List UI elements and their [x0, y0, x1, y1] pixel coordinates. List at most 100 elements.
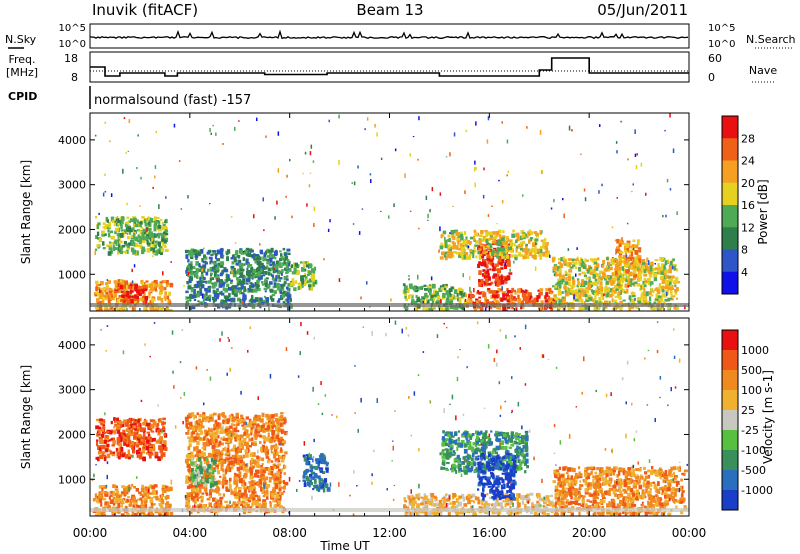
power-cell — [595, 293, 600, 296]
power-cell — [238, 278, 242, 283]
power-cell — [126, 221, 130, 224]
power-cell — [595, 263, 600, 269]
velocity-cell — [225, 437, 228, 442]
power-cell — [200, 275, 204, 280]
power-cell — [603, 290, 607, 293]
velocity-cell — [160, 454, 163, 460]
power-cell — [650, 287, 653, 293]
power-cell — [108, 221, 112, 227]
power-cell — [522, 255, 527, 259]
velocity-cell — [122, 487, 127, 492]
power-cell — [292, 281, 295, 286]
power-cell — [308, 284, 312, 288]
power-cell — [531, 247, 535, 253]
velocity-cell — [115, 447, 118, 452]
velocity-cell — [237, 455, 241, 458]
power-cell — [477, 263, 481, 268]
power-colorbar-tick: 12 — [741, 221, 755, 234]
velocity-cell — [202, 417, 204, 423]
velocity-cell — [216, 425, 219, 429]
power-cell — [609, 301, 611, 303]
power-cell — [643, 278, 646, 281]
power-cell — [127, 150, 130, 152]
velocity-cell — [214, 438, 218, 443]
velocity-cell — [244, 429, 249, 434]
power-cell — [107, 229, 110, 233]
velocity-cell — [258, 479, 262, 482]
power-cell — [584, 258, 587, 263]
power-cell — [118, 249, 122, 254]
power-cell — [263, 229, 265, 232]
power-cell — [588, 266, 593, 271]
power-cell — [266, 248, 270, 253]
power-cell — [508, 239, 513, 243]
power-cell — [215, 252, 218, 257]
velocity-cell — [241, 445, 244, 450]
power-cell — [285, 255, 289, 260]
power-cell — [597, 257, 600, 261]
power-cell — [634, 129, 636, 134]
velocity-cell — [248, 481, 253, 484]
velocity-cell — [284, 465, 287, 469]
power-cell — [212, 261, 215, 265]
power-cell — [462, 273, 464, 278]
power-cell — [491, 240, 496, 244]
velocity-cell — [129, 418, 132, 422]
velocity-cell — [250, 420, 254, 424]
power-cell — [676, 307, 680, 311]
power-cell — [501, 276, 504, 281]
power-cell — [469, 253, 472, 257]
power-cell — [670, 297, 673, 300]
velocity-cell — [209, 428, 213, 432]
power-cell — [161, 221, 165, 225]
power-cell — [204, 298, 208, 301]
velocity-cell — [221, 484, 225, 489]
power-cell — [127, 300, 131, 305]
power-cell — [143, 309, 147, 311]
velocity-cell — [272, 453, 277, 459]
power-ytick-label: 4000 — [58, 134, 86, 147]
power-cell — [286, 259, 290, 263]
velocity-cell — [187, 446, 191, 451]
freq-left-tick-top: 18 — [64, 52, 78, 65]
power-cell — [517, 298, 522, 304]
power-cell — [143, 291, 146, 297]
velocity-cell — [203, 415, 206, 420]
power-cell — [125, 249, 129, 254]
velocity-cell — [101, 487, 104, 492]
velocity-cell — [157, 456, 162, 461]
velocity-cell — [106, 502, 110, 505]
power-cell — [600, 286, 604, 292]
power-cell — [147, 221, 150, 226]
velocity-cell — [231, 504, 234, 508]
power-cell — [245, 282, 249, 285]
power-cell — [208, 256, 213, 260]
power-cell — [496, 223, 498, 225]
power-cell — [220, 292, 225, 296]
power-cell — [485, 239, 489, 244]
power-cell — [621, 260, 624, 264]
power-cell — [492, 242, 495, 245]
velocity-cell — [112, 496, 116, 500]
power-cell — [228, 292, 231, 298]
velocity-cell — [265, 453, 268, 457]
velocity-cell — [275, 426, 278, 432]
velocity-cell — [118, 447, 123, 452]
velocity-cell — [242, 438, 247, 443]
power-cell — [594, 300, 598, 303]
power-cell — [598, 190, 600, 194]
power-cell — [425, 195, 428, 200]
velocity-cell — [108, 439, 111, 442]
power-cell — [284, 293, 289, 297]
power-cell — [597, 306, 601, 310]
power-cell — [189, 276, 194, 280]
velocity-cell — [210, 417, 214, 422]
velocity-cell — [232, 418, 236, 422]
velocity-cell — [189, 421, 193, 424]
power-cell — [95, 283, 99, 288]
velocity-cell — [99, 418, 103, 421]
power-cell — [107, 225, 110, 229]
power-cell — [581, 271, 586, 275]
velocity-cell — [211, 444, 216, 450]
power-cell — [186, 280, 190, 285]
